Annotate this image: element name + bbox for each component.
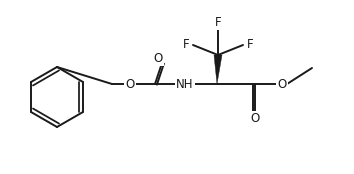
Text: F: F [183, 38, 189, 52]
Text: NH: NH [176, 77, 194, 90]
Text: O: O [153, 52, 162, 65]
Text: O: O [125, 77, 135, 90]
Text: F: F [247, 38, 253, 52]
Polygon shape [214, 55, 222, 84]
Text: O: O [278, 77, 287, 90]
Text: F: F [215, 15, 221, 29]
Text: O: O [250, 113, 259, 125]
